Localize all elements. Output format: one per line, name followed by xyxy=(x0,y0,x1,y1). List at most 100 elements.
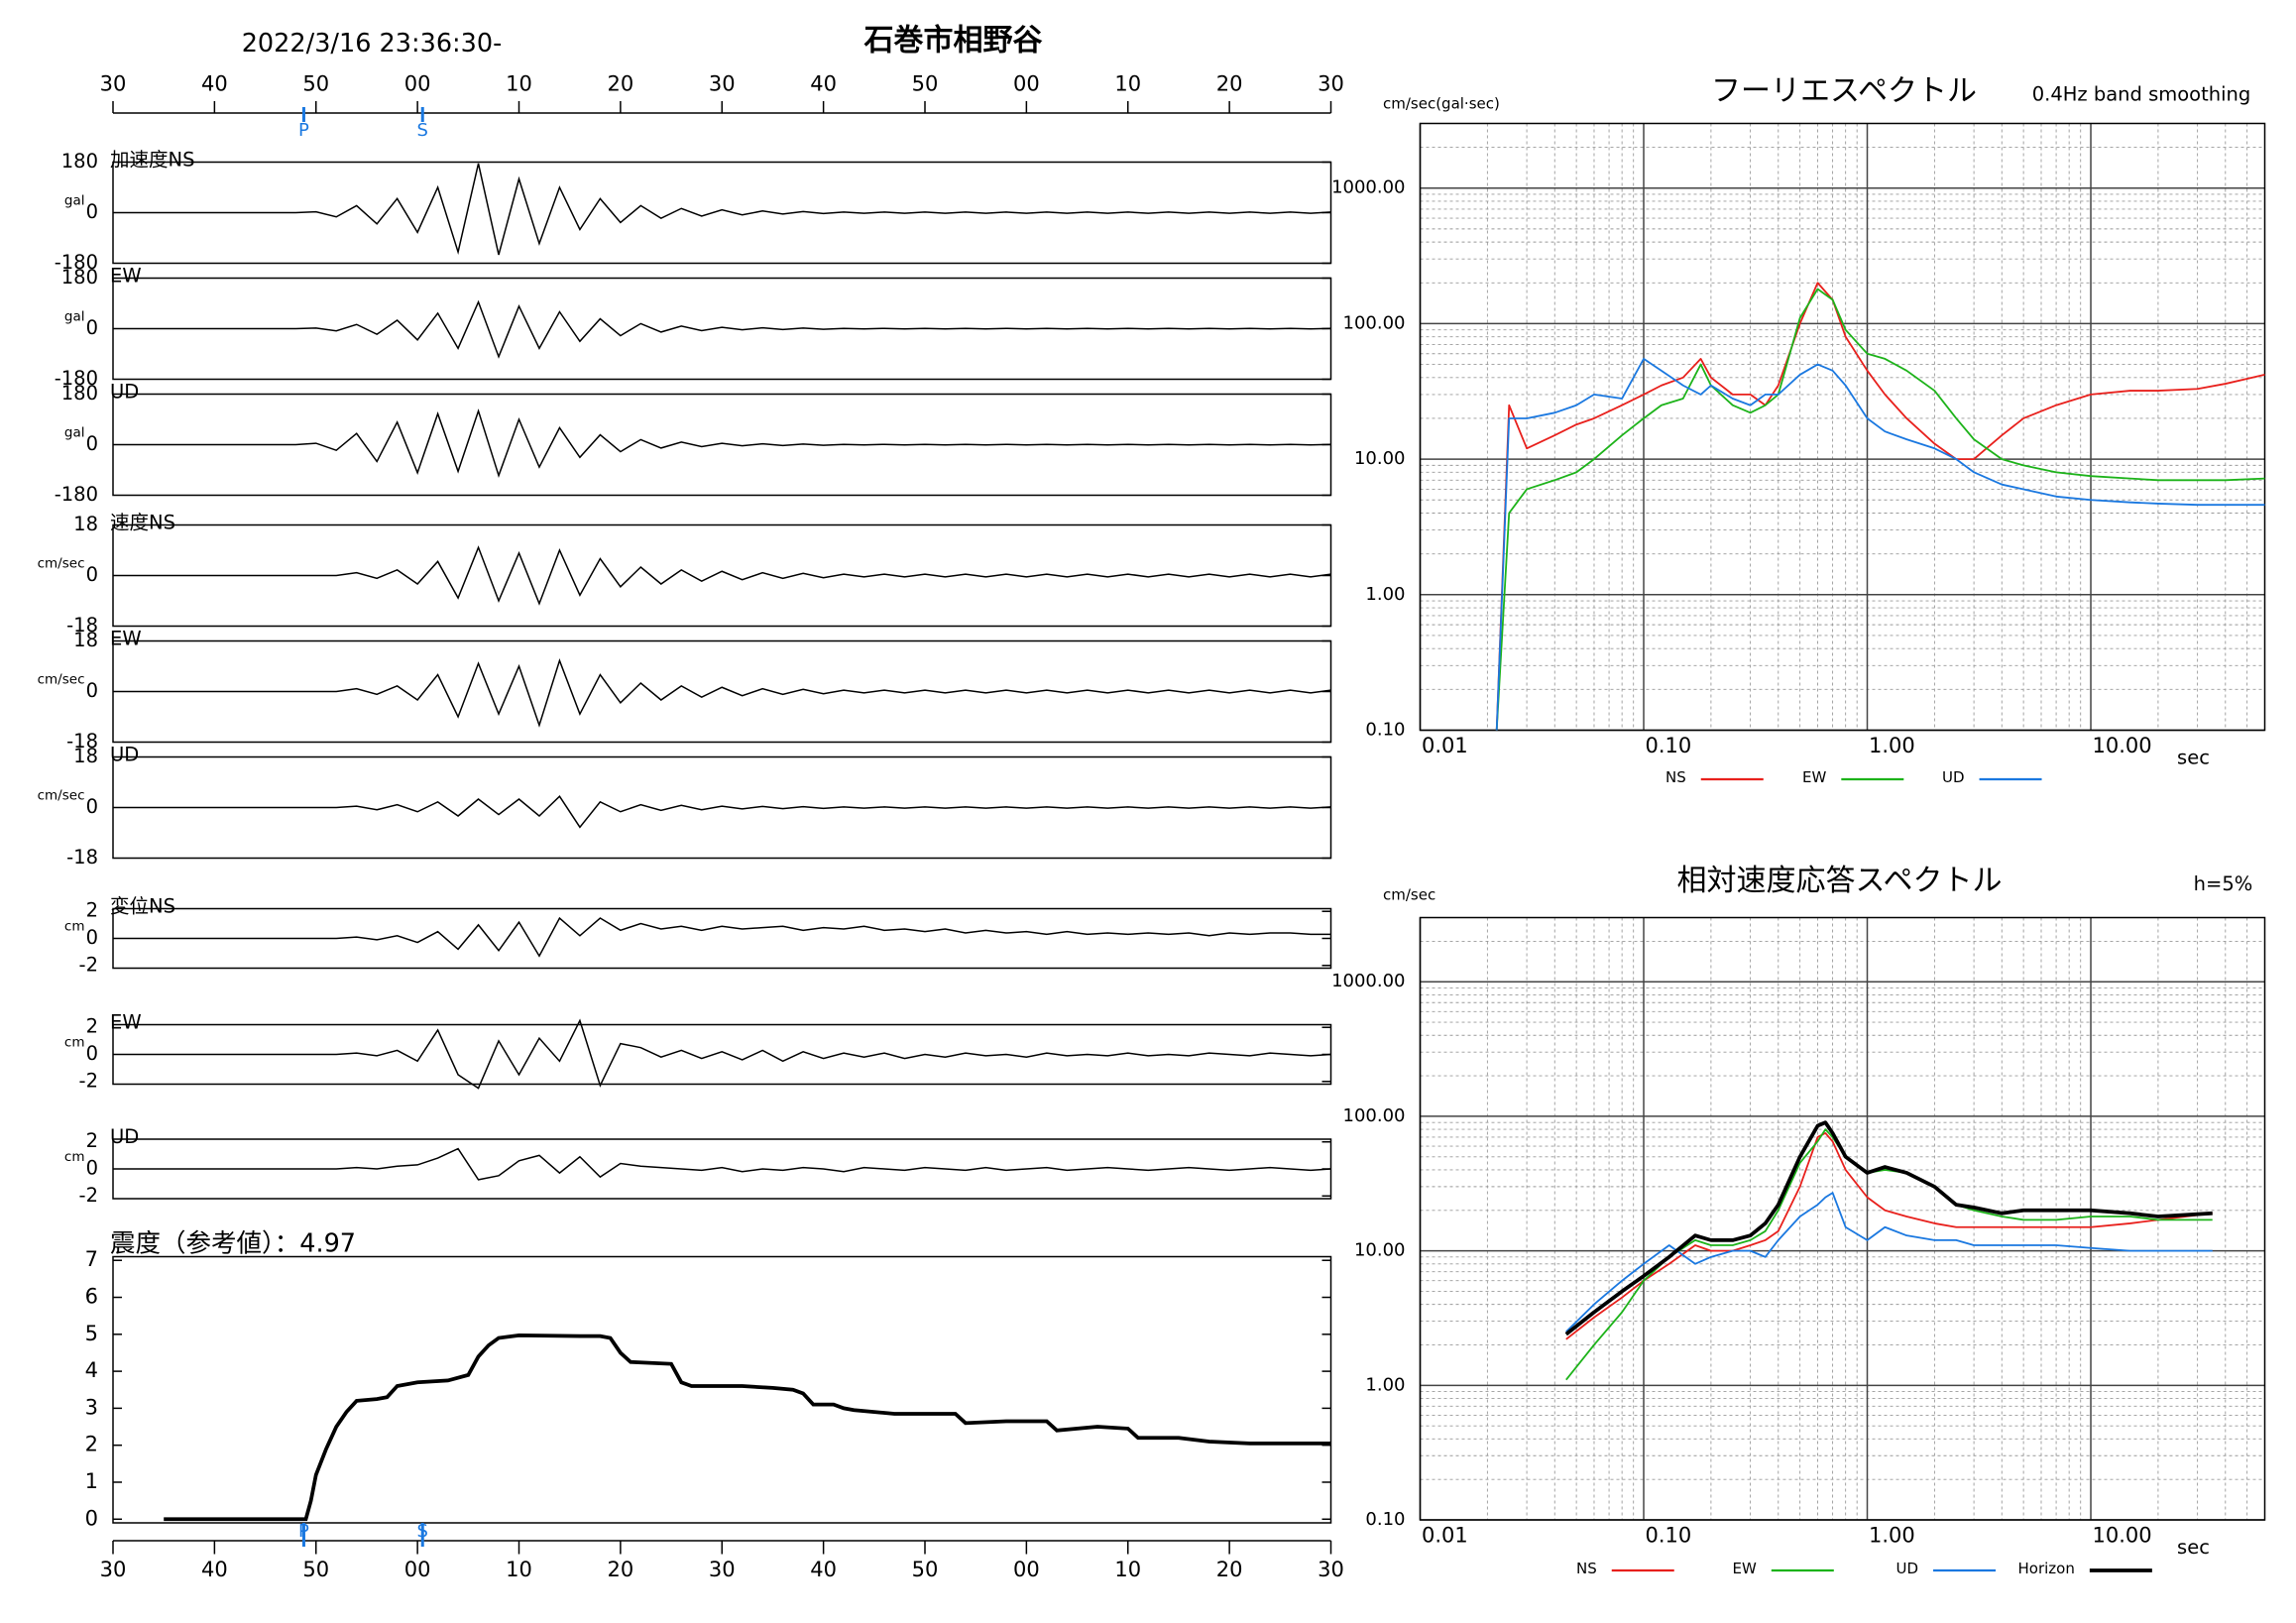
legend-label: EW xyxy=(1802,768,1826,786)
spectrum-line xyxy=(1565,1128,2213,1381)
x-tick-label: 50 xyxy=(912,72,939,96)
start-time: 2022/3/16 23:36:30- xyxy=(242,29,503,58)
x-tick-label: 40 xyxy=(201,72,228,96)
panel-label: UD xyxy=(110,744,139,766)
y-tick-label: 10.00 xyxy=(1354,1240,1406,1261)
x-tick-label: 20 xyxy=(1216,1558,1243,1581)
y-tick-label: -18 xyxy=(66,846,98,869)
x-tick-label: 30 xyxy=(1318,1558,1344,1581)
y-tick-label: 2 xyxy=(85,1433,98,1456)
x-tick-label: 20 xyxy=(608,1558,634,1581)
y-tick-label: 2 xyxy=(86,1129,98,1152)
y-tick-label: 6 xyxy=(85,1285,98,1309)
spectrum-line xyxy=(1565,1131,2213,1340)
y-tick-label: 18 xyxy=(73,745,98,767)
spectrum-line xyxy=(1564,1120,2213,1336)
spectrum-title: 相対速度応答スペクトル xyxy=(1677,864,2003,898)
y-tick-label: 7 xyxy=(85,1247,98,1271)
y-axis-label: cm/sec xyxy=(1383,886,1435,904)
x-tick-label: 30 xyxy=(709,1558,736,1581)
x-tick-label: 50 xyxy=(912,1558,939,1581)
waveform-trace xyxy=(113,794,1331,829)
unit-label: cm/sec xyxy=(38,556,85,572)
y-tick-label: -2 xyxy=(79,1184,98,1207)
x-tick-label: 1.00 xyxy=(1869,1524,1915,1548)
phase-label: S xyxy=(417,120,428,141)
y-tick-label: 0.10 xyxy=(1365,720,1405,741)
y-tick-label: -18 xyxy=(66,730,98,753)
legend-label: NS xyxy=(1665,768,1686,786)
y-tick-label: 5 xyxy=(85,1322,98,1345)
unit-label: cm xyxy=(64,1149,85,1165)
x-tick-label: 1.00 xyxy=(1869,734,1915,757)
x-tick-label: 20 xyxy=(1216,72,1243,96)
panel-label: EW xyxy=(110,265,142,288)
spectrum-line xyxy=(1565,1192,2213,1333)
x-tick-label: 30 xyxy=(1318,72,1344,96)
x-tick-label: 50 xyxy=(302,1558,329,1581)
y-tick-label: -18 xyxy=(66,614,98,637)
y-tick-label: -2 xyxy=(79,953,98,976)
unit-label: cm xyxy=(64,919,85,935)
y-tick-label: 3 xyxy=(85,1395,98,1419)
unit-label: gal xyxy=(64,425,85,441)
panel-label: 加速度NS xyxy=(110,149,194,172)
y-tick-label: 100.00 xyxy=(1343,312,1406,333)
y-tick-label: 0 xyxy=(86,200,98,223)
waveform-trace xyxy=(113,916,1331,958)
y-tick-label: 0 xyxy=(86,926,98,949)
y-tick-label: 180 xyxy=(61,382,98,405)
panel-label: EW xyxy=(110,1011,142,1034)
x-tick-label: 40 xyxy=(810,72,837,96)
phase-label: P xyxy=(298,120,309,141)
station-title: 石巻市相野谷 xyxy=(863,24,1043,58)
y-tick-label: 18 xyxy=(73,629,98,651)
y-tick-label: 1.00 xyxy=(1365,1374,1405,1395)
x-tick-label: 0.10 xyxy=(1646,734,1692,757)
waveform-trace xyxy=(113,163,1331,256)
x-axis-label: sec xyxy=(2177,1536,2210,1559)
y-tick-label: 100.00 xyxy=(1343,1105,1406,1126)
panel-label: UD xyxy=(110,1125,139,1148)
x-tick-label: 0.01 xyxy=(1422,1524,1468,1548)
x-tick-label: 10 xyxy=(506,72,532,96)
waveform-trace xyxy=(113,408,1331,479)
panel-frame xyxy=(112,1255,1332,1524)
unit-label: cm/sec xyxy=(38,672,85,688)
y-tick-label: 0 xyxy=(86,316,98,339)
unit-label: cm xyxy=(64,1035,85,1051)
x-tick-label: 00 xyxy=(404,1558,431,1581)
spectrum-subtitle: h=5% xyxy=(2194,872,2253,895)
legend-label: Horizon xyxy=(2018,1560,2075,1577)
legend-label: NS xyxy=(1576,1560,1597,1577)
phase-label: P xyxy=(298,1521,309,1542)
spectrum-line xyxy=(1495,358,2265,731)
spectrum-title: フーリエスペクトル xyxy=(1711,74,1977,109)
x-axis-label: sec xyxy=(2177,747,2210,769)
y-tick-label: 180 xyxy=(61,266,98,289)
y-tick-label: 0 xyxy=(86,432,98,455)
y-tick-label: 180 xyxy=(61,150,98,173)
x-tick-label: 00 xyxy=(1013,72,1040,96)
legend-label: EW xyxy=(1733,1560,1757,1577)
y-tick-label: 0 xyxy=(86,563,98,586)
x-tick-label: 10.00 xyxy=(2093,1524,2152,1548)
intensity-title: 震度（参考値）：4.97 xyxy=(110,1229,356,1259)
waveform-trace xyxy=(113,545,1331,606)
unit-label: cm/sec xyxy=(38,788,85,804)
unit-label: gal xyxy=(64,193,85,209)
y-tick-label: 1 xyxy=(85,1469,98,1493)
y-tick-label: 0 xyxy=(86,1042,98,1065)
y-tick-label: 0 xyxy=(86,1157,98,1180)
panel-label: 速度NS xyxy=(110,512,175,534)
y-tick-label: 1000.00 xyxy=(1331,177,1405,198)
legend-label: UD xyxy=(1896,1560,1919,1577)
legend-label: UD xyxy=(1942,768,1965,786)
waveform-trace xyxy=(113,658,1331,728)
y-tick-label: -180 xyxy=(55,367,98,390)
y-tick-label: -180 xyxy=(55,483,98,506)
x-tick-label: 40 xyxy=(201,1558,228,1581)
x-tick-label: 00 xyxy=(404,72,431,96)
x-tick-label: 0.01 xyxy=(1422,734,1468,757)
